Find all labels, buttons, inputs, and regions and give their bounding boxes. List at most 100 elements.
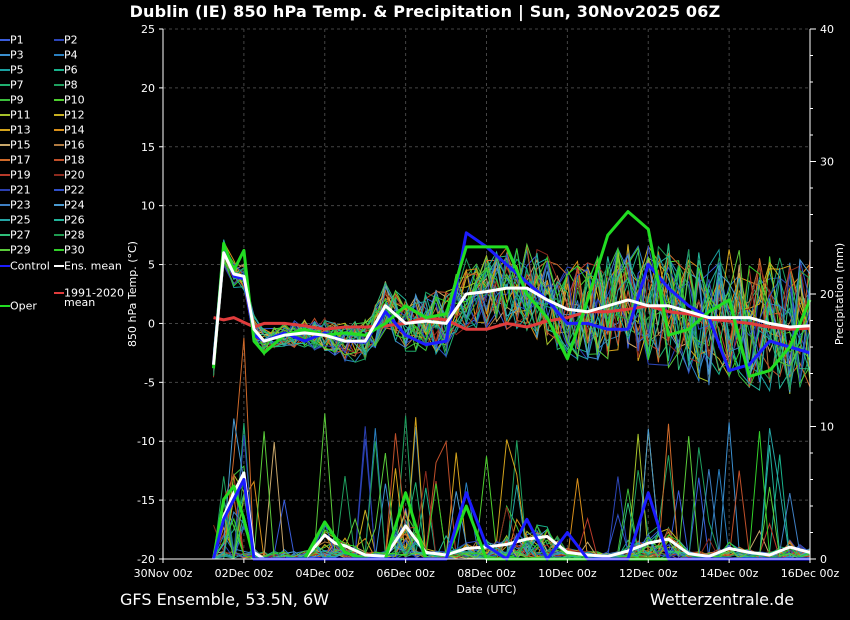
legend-swatch — [0, 144, 10, 146]
y2-axis-title: Precipitation (mm) — [833, 243, 846, 345]
y-tick-label: 20 — [141, 82, 155, 95]
legend-label: P30 — [64, 243, 85, 257]
y-tick-label: -15 — [137, 494, 155, 507]
legend-swatch — [54, 99, 64, 101]
legend-label: P13 — [10, 123, 31, 137]
member-line-p30 — [213, 248, 811, 379]
legend-item-p29: P29 — [0, 242, 31, 257]
y2-tick-label: 10 — [820, 421, 834, 434]
legend-label: P27 — [10, 228, 31, 242]
legend-ens-mean: Ens. mean — [54, 258, 122, 273]
legend-item-p30: P30 — [54, 242, 85, 257]
legend-swatch — [54, 69, 64, 71]
y-tick-label: 5 — [148, 259, 155, 272]
legend-label: P6 — [64, 63, 78, 77]
member-precip-p20 — [213, 471, 811, 560]
axes: -20 -15 -10 -5 0 5 10 15 20 25 0 10 20 30 40 30Nov 00z 0… — [126, 23, 846, 596]
legend-item-p13: P13 — [0, 122, 31, 137]
x-tick-label: 10Dec 00z — [538, 567, 597, 580]
legend-label: P23 — [10, 198, 31, 212]
legend-label: P14 — [64, 123, 85, 137]
legend-label: P9 — [10, 93, 24, 107]
legend-item-p4: P4 — [54, 47, 78, 62]
legend-item-p22: P22 — [54, 182, 85, 197]
legend-swatch — [0, 69, 10, 71]
legend-swatch — [0, 99, 10, 101]
legend-swatch — [54, 249, 64, 251]
legend-label: P10 — [64, 93, 85, 107]
legend-ens-mean-label: Ens. mean — [64, 259, 122, 273]
highlight-series — [212, 210, 812, 561]
legend-swatch — [0, 174, 10, 176]
legend-oper: Oper — [0, 298, 37, 313]
legend-label: P16 — [64, 138, 85, 152]
legend-swatch — [54, 84, 64, 86]
legend-label: P15 — [10, 138, 31, 152]
y2-tick-label: 20 — [820, 288, 834, 301]
legend-swatch — [54, 189, 64, 191]
y-tick-label: 10 — [141, 200, 155, 213]
legend-swatch — [0, 234, 10, 236]
y2-tick-label: 40 — [820, 23, 834, 36]
legend-item-p11: P11 — [0, 107, 31, 122]
x-axis-title: Date (UTC) — [456, 583, 516, 596]
legend-swatch — [54, 234, 64, 236]
legend-item-p27: P27 — [0, 227, 31, 242]
legend-ens-mean-swatch — [54, 265, 64, 267]
legend-item-p6: P6 — [54, 62, 78, 77]
chart-title: Dublin (IE) 850 hPa Temp. & Precipitatio… — [129, 2, 721, 21]
legend-item-p23: P23 — [0, 197, 31, 212]
model-label: GFS Ensemble, 53.5N, 6W — [120, 590, 329, 609]
y-tick-label: -5 — [144, 376, 155, 389]
legend-label: P29 — [10, 243, 31, 257]
legend-swatch — [0, 39, 10, 41]
x-tick-label: 08Dec 00z — [457, 567, 516, 580]
y-axis-title: 850 hPa Temp. (°C) — [126, 241, 139, 347]
legend-swatch — [0, 219, 10, 221]
legend-item-p15: P15 — [0, 137, 31, 152]
legend-climate-label-2: mean — [64, 296, 96, 309]
legend-item-p24: P24 — [54, 197, 85, 212]
legend-item-p5: P5 — [0, 62, 24, 77]
legend-label: P21 — [10, 183, 31, 197]
legend-item-p17: P17 — [0, 152, 31, 167]
legend-label: P18 — [64, 153, 85, 167]
legend-swatch — [54, 39, 64, 41]
legend-swatch — [0, 204, 10, 206]
legend-label: P19 — [10, 168, 31, 182]
legend-swatch — [0, 189, 10, 191]
legend-label: P2 — [64, 33, 78, 47]
legend-item-p9: P9 — [0, 92, 24, 107]
legend-swatch — [54, 129, 64, 131]
legend-item-p25: P25 — [0, 212, 31, 227]
legend-swatch — [54, 54, 64, 56]
legend-oper-label: Oper — [10, 299, 37, 313]
legend-item-p12: P12 — [54, 107, 85, 122]
legend-swatch — [0, 84, 10, 86]
legend-label: P1 — [10, 33, 24, 47]
legend-swatch — [0, 249, 10, 251]
legend-label: P7 — [10, 78, 24, 92]
legend-item-p7: P7 — [0, 77, 24, 92]
legend-label: P28 — [64, 228, 85, 242]
legend-item-p3: P3 — [0, 47, 24, 62]
y-tick-label: 25 — [141, 23, 155, 36]
legend-swatch — [0, 159, 10, 161]
legend-label: P17 — [10, 153, 31, 167]
legend-swatch — [54, 204, 64, 206]
legend-label: P22 — [64, 183, 85, 197]
y-tick-label: -20 — [137, 553, 155, 566]
legend-item-p2: P2 — [54, 32, 78, 47]
legend-label: P24 — [64, 198, 85, 212]
y2-tick-label: 30 — [820, 156, 834, 169]
legend: P1 P2 P3 P4 P5 P6 P7 P8 P9 P10 P11 P12 P13 P14 P15 P16 P… — [0, 32, 130, 322]
legend-control: Control — [0, 258, 50, 273]
legend-label: P8 — [64, 78, 78, 92]
source-label: Wetterzentrale.de — [650, 590, 795, 609]
legend-swatch — [54, 144, 64, 146]
y2-tick-label: 0 — [820, 553, 827, 566]
series-oper — [212, 210, 812, 378]
y-tick-label: 15 — [141, 141, 155, 154]
legend-label: P20 — [64, 168, 85, 182]
